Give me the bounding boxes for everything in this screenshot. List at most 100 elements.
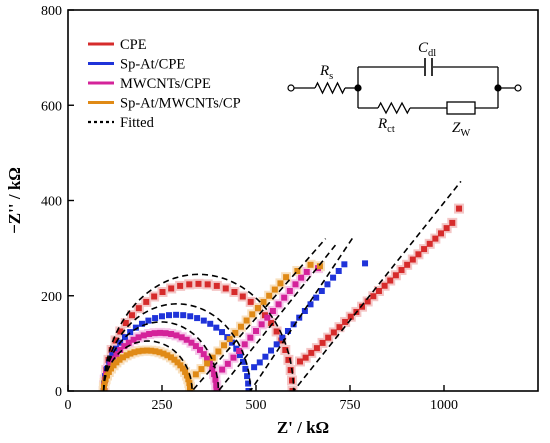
data-point [192, 371, 199, 378]
data-point [313, 294, 320, 301]
legend: CPE Sp-At/CPE MWCNTs/CPE Sp-At/MWCNTs/CP Fit… [88, 37, 241, 131]
data-point [335, 267, 342, 274]
data-point [146, 331, 153, 338]
data-point [359, 303, 366, 310]
data-point [187, 313, 194, 320]
data-point [253, 327, 259, 334]
data-point [456, 205, 463, 212]
data-point [449, 219, 456, 226]
data-point [138, 320, 145, 327]
data-point [330, 329, 337, 336]
data-point [159, 289, 166, 296]
data-point [219, 329, 226, 336]
data-point [307, 301, 314, 308]
data-point [186, 384, 193, 391]
data-point [342, 318, 349, 325]
data-point [215, 348, 222, 355]
data-point [324, 281, 331, 288]
legend-label: MWCNTs/CPE [120, 76, 211, 92]
data-point [318, 287, 325, 294]
data-point [113, 359, 120, 366]
data-point [195, 280, 202, 287]
data-point [213, 382, 220, 389]
data-point [236, 347, 243, 354]
data-point [404, 261, 411, 268]
data-point [140, 332, 147, 339]
data-point [164, 352, 171, 359]
data-point [296, 358, 303, 365]
data-point [330, 274, 337, 281]
data-point [183, 336, 190, 343]
data-point [236, 352, 243, 359]
data-point [426, 240, 433, 247]
data-point [432, 235, 439, 242]
data-point [387, 277, 394, 284]
data-point [167, 354, 174, 361]
data-point [421, 246, 428, 253]
legend-label: Fitted [120, 115, 155, 131]
data-point [207, 320, 214, 327]
data-point [347, 313, 354, 320]
data-point [194, 315, 201, 322]
data-point [224, 360, 231, 367]
data-point [122, 320, 129, 327]
data-point [294, 267, 301, 274]
data-point [135, 305, 142, 312]
data-point [229, 339, 236, 346]
resistor-symbol [314, 81, 346, 95]
data-point [273, 328, 280, 335]
data-point [268, 347, 275, 354]
data-point [127, 329, 134, 336]
data-point [112, 337, 119, 344]
data-point [204, 281, 211, 288]
data-point [152, 348, 159, 355]
data-point [319, 339, 326, 346]
data-point [173, 332, 180, 339]
data-point [437, 230, 444, 237]
data-point [243, 317, 250, 324]
data-point [109, 352, 116, 359]
legend-label: CPE [120, 37, 147, 53]
data-point [107, 360, 114, 367]
data-point [182, 368, 189, 375]
data-point [131, 349, 138, 356]
data-point [298, 274, 305, 281]
y-tick-label: 400 [41, 195, 62, 210]
data-point [162, 330, 169, 337]
data-point [249, 311, 256, 318]
data-point [325, 334, 332, 341]
data-point [242, 365, 249, 372]
data-point [266, 292, 273, 299]
data-point [192, 343, 199, 350]
circuit-label: Rs [319, 63, 333, 82]
data-point [222, 285, 229, 292]
data-point [204, 360, 211, 367]
data-point [200, 351, 207, 358]
data-point [303, 268, 310, 275]
data-point [101, 380, 108, 387]
data-point [173, 311, 180, 318]
data-point [121, 343, 128, 350]
circuit-label: Cdl [418, 40, 436, 59]
data-point [273, 341, 280, 348]
data-point [409, 256, 416, 263]
data-point [157, 329, 164, 336]
data-point [282, 346, 289, 353]
data-point [301, 307, 308, 314]
data-point [230, 354, 237, 361]
data-point [245, 380, 252, 387]
data-point [213, 324, 220, 331]
fitted-curves-layer [102, 180, 462, 391]
data-point [130, 336, 137, 343]
circuit-label: ZW [452, 120, 470, 139]
data-point [166, 312, 173, 319]
y-tick-label: 0 [55, 385, 62, 400]
data-point [251, 364, 258, 371]
data-point [292, 281, 299, 288]
data-point [415, 251, 422, 258]
data-point [204, 355, 211, 362]
data-point [135, 334, 142, 341]
data-point [180, 312, 187, 319]
data-point [275, 301, 282, 308]
x-axis-title: Z' / kΩ [277, 418, 329, 437]
